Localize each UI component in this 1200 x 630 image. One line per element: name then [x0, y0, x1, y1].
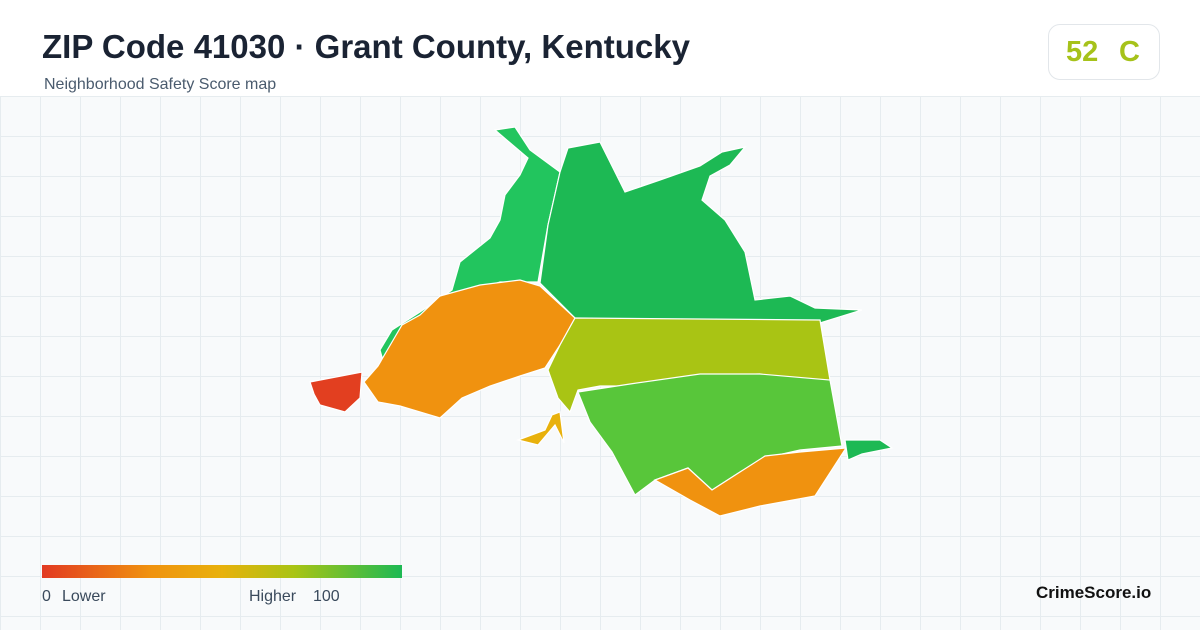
legend-gradient — [42, 565, 402, 578]
region — [844, 439, 894, 461]
region — [515, 411, 565, 446]
score-badge: 52 C — [1048, 24, 1160, 80]
title: ZIP Code 41030 · Grant County, Kentucky — [42, 28, 690, 65]
region — [309, 371, 363, 413]
subtitle: Neighborhood Safety Score map — [44, 76, 277, 93]
region — [363, 279, 576, 419]
score: 52 — [1066, 36, 1099, 68]
grade: C — [1119, 36, 1140, 68]
region — [539, 141, 863, 327]
brand: CrimeScore.io — [1036, 583, 1152, 602]
legend-min-label: Lower — [62, 588, 106, 605]
legend-max-label: Higher — [249, 588, 297, 605]
region — [653, 447, 848, 517]
legend-max: 100 — [313, 588, 340, 605]
legend-min: 0 — [42, 588, 51, 605]
header: ZIP Code 41030 · Grant County, Kentucky … — [0, 0, 1200, 96]
